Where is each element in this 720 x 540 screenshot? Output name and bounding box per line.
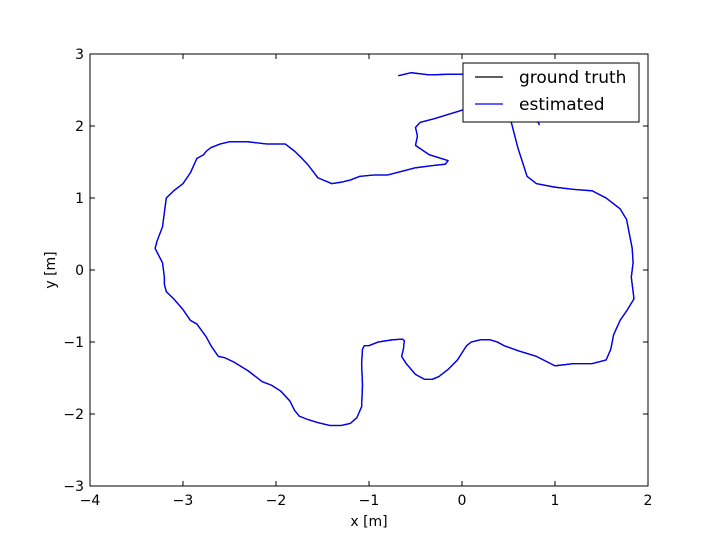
x-tick-label: 0 [458, 493, 467, 509]
x-tick-label: −1 [359, 493, 380, 509]
y-tick-label: 0 [75, 263, 84, 279]
y-tick-label: −2 [63, 407, 84, 423]
x-tick-label: −4 [80, 493, 101, 509]
y-tick-label: −3 [63, 479, 84, 495]
legend: ground truth estimated [462, 62, 640, 123]
x-tick-label: −2 [266, 493, 287, 509]
x-axis-label: x [m] [350, 514, 387, 530]
legend-label-estimated: estimated [519, 95, 605, 115]
x-tick-label: 1 [551, 493, 560, 509]
y-axis-label: y [m] [43, 251, 59, 288]
y-tick-label: 2 [75, 119, 84, 135]
series-line-estimated [154, 67, 635, 427]
plot-area [90, 54, 648, 486]
x-tick-label: −3 [173, 493, 194, 509]
y-tick-label: −1 [63, 335, 84, 351]
legend-box [462, 62, 640, 123]
legend-label-ground-truth: ground truth [519, 68, 626, 88]
x-tick-label: 2 [644, 493, 653, 509]
y-tick-label: 1 [75, 191, 84, 207]
y-tick-label: 3 [75, 47, 84, 63]
series-layer [154, 67, 635, 427]
